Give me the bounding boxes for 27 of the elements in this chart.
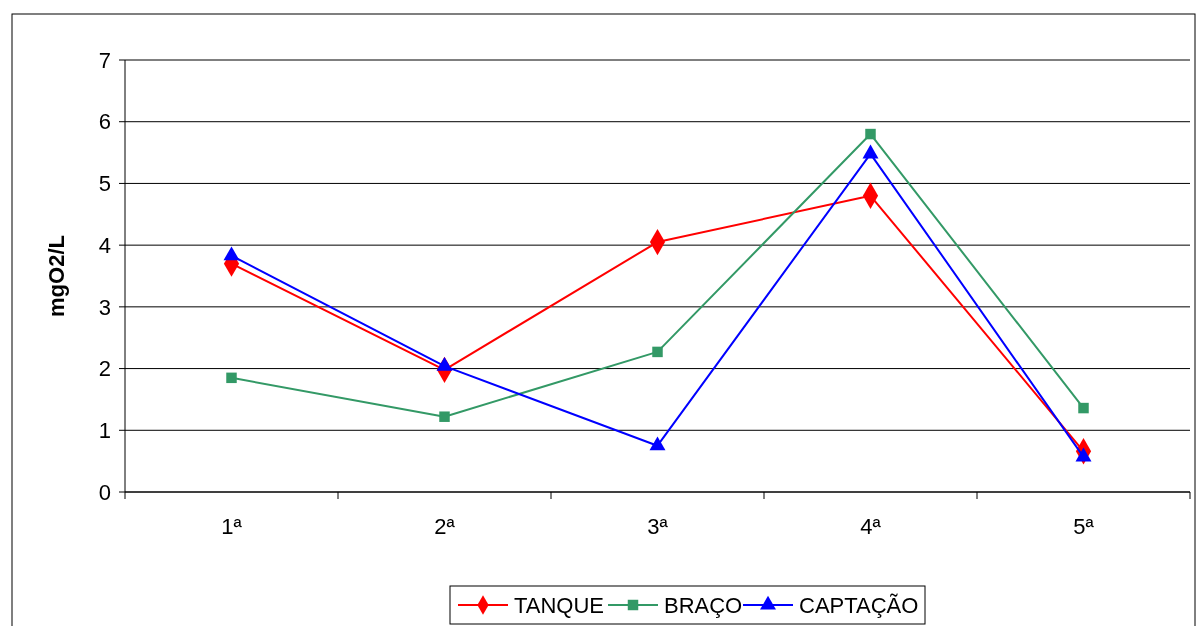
legend-label: BRAÇO — [664, 592, 743, 618]
y-tick-label: 3 — [98, 294, 111, 320]
y-tick-label: 2 — [98, 356, 111, 382]
y-tick-label: 5 — [98, 171, 111, 197]
point — [652, 346, 663, 358]
point — [439, 411, 450, 422]
x-tick-label: 1ª — [221, 514, 243, 539]
x-tick-label: 4ª — [860, 514, 882, 539]
point — [862, 144, 879, 159]
y-axis-title: mgO2/L — [44, 235, 69, 317]
y-tick-label: 0 — [98, 479, 111, 505]
point — [649, 436, 666, 451]
point — [1075, 447, 1092, 462]
point — [865, 128, 876, 140]
point — [1078, 402, 1089, 414]
point — [223, 246, 240, 261]
x-tick-label: 3ª — [647, 514, 669, 539]
x-tick-label: 5ª — [1073, 514, 1095, 539]
y-tick-label: 6 — [98, 109, 111, 135]
legend-label: CAPTAÇÃO — [799, 592, 919, 618]
y-tick-label: 7 — [98, 47, 111, 73]
point — [436, 356, 453, 371]
x-tick-label: 2ª — [434, 514, 456, 539]
y-tick-label: 4 — [98, 232, 111, 258]
legend-label: TANQUE — [514, 592, 605, 618]
point — [226, 372, 237, 384]
y-tick-label: 1 — [98, 417, 111, 443]
